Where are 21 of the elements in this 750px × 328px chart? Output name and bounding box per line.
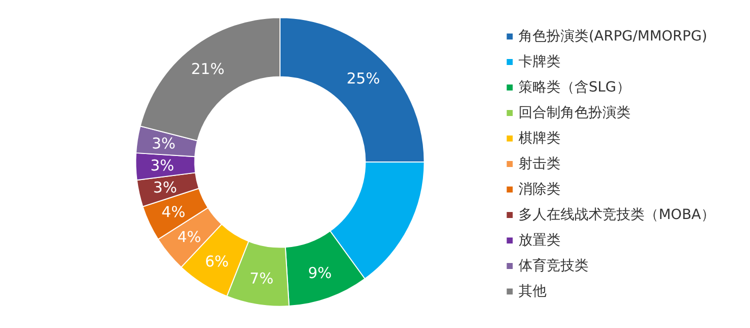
legend-label: 消除类 xyxy=(518,182,561,198)
legend-label: 策略类（含SLG） xyxy=(518,80,630,96)
legend-label: 体育竞技类 xyxy=(518,257,589,274)
data-label: 4% xyxy=(162,203,186,222)
data-label: 6% xyxy=(204,252,229,270)
legend-label: 回合制角色扮演类 xyxy=(518,105,631,121)
legend-label: 射击类 xyxy=(518,156,561,172)
data-label: 4% xyxy=(177,228,202,246)
legend-label: 多人在线战术竞技类（MOBA） xyxy=(518,207,715,223)
legend-label: 棋牌类 xyxy=(518,130,561,146)
data-label: 3% xyxy=(152,134,176,153)
legend-label: 放置类 xyxy=(518,232,561,248)
legend-label: 角色扮演类(ARPG/MMORPG) xyxy=(518,28,708,44)
data-label: 21% xyxy=(191,60,224,78)
data-label: 3% xyxy=(153,178,177,197)
legend-label: 卡牌类 xyxy=(518,54,561,70)
data-label: 25% xyxy=(346,70,380,88)
data-label: 3% xyxy=(150,156,174,175)
data-label: 9% xyxy=(308,264,332,282)
legend-label: 其他 xyxy=(518,284,547,300)
data-label: 7% xyxy=(250,269,274,288)
